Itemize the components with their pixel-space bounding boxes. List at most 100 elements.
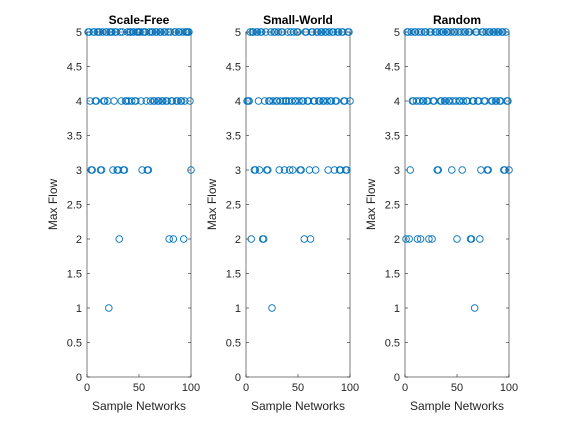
data-point [268,304,276,312]
data-point [435,28,444,36]
data-point [406,166,414,174]
data-point [422,28,430,36]
y-tick-label: 3.5 [385,131,400,143]
y-tick-label: 1 [76,303,82,315]
data-point [502,28,510,36]
data-point [419,97,428,105]
data-point [262,28,270,36]
x-tick-label: 50 [451,382,463,394]
data-point [172,97,181,105]
data-point [505,166,513,174]
data-point [137,97,145,105]
y-tick-label: 3 [76,165,82,177]
data-point [187,166,195,174]
data-point [260,97,269,105]
x-tick-label: 100 [182,382,200,394]
data-point [327,97,336,105]
data-point [478,28,486,36]
panel-title: Random [433,13,481,27]
data-point [122,97,131,105]
data-point [280,166,289,174]
data-point [166,28,174,36]
data-point [458,166,466,174]
y-tick-label: 1.5 [385,269,400,281]
y-tick-label: 2.5 [226,200,241,212]
y-tick-label: 5 [394,27,400,39]
data-point [484,166,492,174]
data-point [120,166,129,174]
data-point [403,28,411,36]
data-point [447,28,455,36]
y-tick-label: 4.5 [385,62,400,74]
y-axis-label: Max Flow [364,178,378,230]
data-point [183,28,191,36]
data-point [169,235,178,243]
x-tick-label: 50 [133,382,145,394]
data-point [294,28,302,36]
data-point [170,28,179,36]
y-tick-label: 2.5 [385,200,400,212]
y-tick-label: 0 [76,372,82,384]
data-point [168,97,177,105]
y-tick-label: 2 [76,234,82,246]
data-point [255,166,264,174]
panel-title: Scale-Free [109,13,170,27]
data-point [296,166,304,174]
data-point [499,28,507,36]
data-point [503,97,511,105]
y-axis-label: Max Flow [46,178,60,230]
subplot-2: 00.511.522.533.544.550 50 100Small-WorldSa… [205,13,359,413]
y-tick-label: 3 [394,165,400,177]
data-point [179,235,188,243]
data-point [285,166,294,174]
data-point [482,28,490,36]
data-point [93,28,102,36]
plot-area [245,31,351,378]
data-point [116,28,125,36]
data-point [185,28,193,36]
data-point [488,97,497,105]
data-point [317,28,325,36]
data-point [455,97,463,105]
data-point [99,97,108,105]
x-axis-label: Sample Networks [410,399,504,413]
data-point [265,97,273,105]
y-tick-label: 1.5 [67,269,82,281]
data-point [470,304,479,312]
data-point [321,28,329,36]
y-tick-label: 0.5 [385,338,400,350]
data-point [158,97,166,105]
data-point [250,166,259,174]
y-tick-label: 0 [394,372,400,384]
y-tick-label: 4 [76,96,82,108]
data-point [310,97,319,105]
data-point [457,28,465,36]
y-tick-label: 4.5 [67,62,82,74]
data-point [279,97,288,105]
y-tick-label: 5 [235,27,241,39]
data-point [267,28,275,36]
data-point [325,28,333,36]
y-tick-label: 1 [394,303,400,315]
data-point [417,28,426,36]
data-point [258,235,267,243]
y-axis-label: Max Flow [205,178,219,230]
data-point [444,97,453,105]
data-point [492,97,501,105]
data-point [252,28,261,36]
data-point [413,235,422,243]
x-axis-label: Sample Networks [251,399,345,413]
data-point [108,28,116,36]
y-tick-label: 1.5 [226,269,241,281]
data-point [306,235,315,243]
x-tick-label: 0 [243,382,249,394]
data-point [438,28,447,36]
data-point [142,97,151,105]
data-points [243,28,354,312]
data-point [275,166,284,174]
y-tick-label: 3.5 [67,131,82,143]
y-tick-label: 5 [76,27,82,39]
data-point [476,235,484,243]
x-tick-label: 100 [341,382,359,394]
